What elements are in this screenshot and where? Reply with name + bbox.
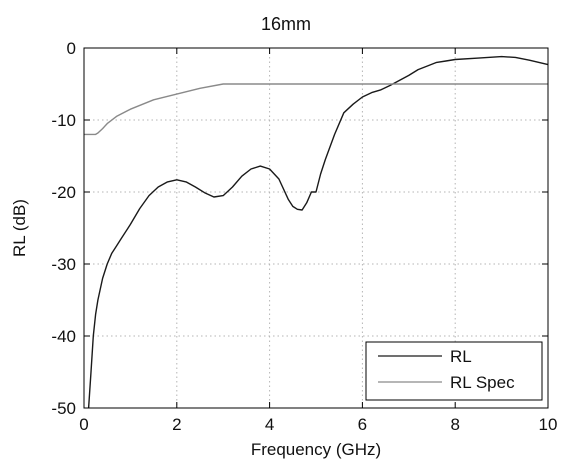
y-tick-label: -10 [51, 111, 76, 130]
y-tick-label: -50 [51, 399, 76, 418]
chart-title: 16mm [261, 14, 311, 34]
x-tick-label: 10 [539, 415, 558, 434]
y-tick-label: -40 [51, 327, 76, 346]
legend: RL RL Spec [365, 341, 543, 401]
x-tick-label: 6 [358, 415, 367, 434]
grid [84, 48, 548, 408]
series-line-rl-spec [84, 83, 548, 136]
series-line-rl [87, 55, 549, 409]
series-layer [84, 55, 549, 409]
x-axis-title: Frequency (GHz) [251, 440, 381, 459]
x-tick-label: 2 [172, 415, 181, 434]
y-axis-title: RL (dB) [10, 199, 29, 257]
ticks: 0 2 4 6 8 10 0 -10 -20 -30 -40 -50 [51, 39, 557, 434]
y-tick-label: 0 [67, 39, 76, 58]
legend-box [365, 341, 543, 401]
legend-label-rl: RL [450, 347, 472, 366]
x-tick-label: 8 [450, 415, 459, 434]
legend-label-rl-spec: RL Spec [450, 373, 515, 392]
x-tick-label: 4 [265, 415, 274, 434]
y-tick-label: -20 [51, 183, 76, 202]
x-tick-label: 0 [79, 415, 88, 434]
y-tick-label: -30 [51, 255, 76, 274]
plot-frame [83, 47, 549, 409]
